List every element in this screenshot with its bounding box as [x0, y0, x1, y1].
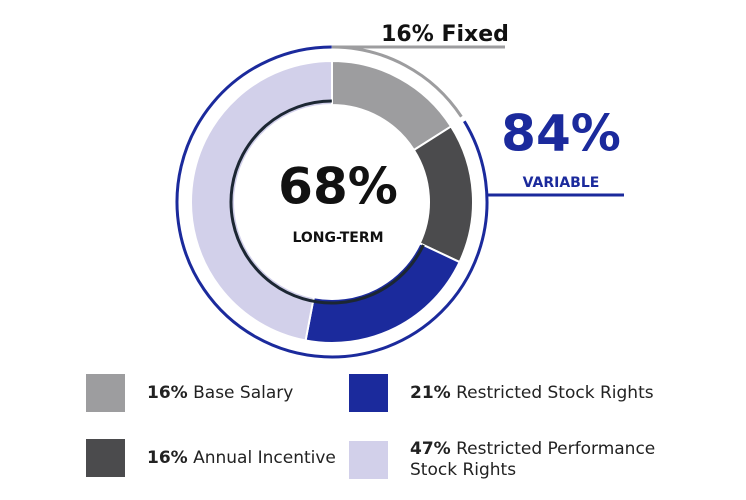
legend-text: 16% Annual Incentive	[147, 448, 417, 469]
legend-value: 16%	[147, 447, 188, 468]
long-term-caption: LONG-TERM	[292, 230, 383, 246]
legend-value: 16%	[147, 382, 188, 403]
legend-swatch	[86, 439, 125, 477]
legend-label: Restricted Stock Rights	[456, 382, 654, 403]
donut-segment	[412, 125, 474, 264]
legend-item: 47% Restricted Performance Stock Rights	[349, 439, 680, 481]
legend-value: 47%	[410, 439, 451, 459]
legend-label: Restricted Performance Stock Rights	[410, 439, 656, 480]
legend-swatch	[349, 374, 388, 412]
variable-caption: VARIABLE	[523, 175, 600, 191]
legend-text: 16% Base Salary	[147, 383, 417, 404]
legend-item: 16% Annual Incentive	[86, 439, 417, 477]
variable-arc	[175, 45, 489, 359]
long-term-label: 68%	[278, 158, 398, 216]
legend-text: 47% Restricted Performance Stock Rights	[410, 439, 680, 481]
legend-value: 21%	[410, 382, 451, 403]
legend-text: 21% Restricted Stock Rights	[410, 383, 680, 404]
donut-segment	[304, 241, 461, 344]
donut-segment	[190, 59, 333, 342]
long-term-arc	[229, 99, 425, 305]
variable-label: 84%	[501, 105, 621, 163]
legend-label: Base Salary	[193, 382, 294, 403]
legend-swatch	[349, 441, 388, 479]
legend-label: Annual Incentive	[193, 447, 336, 468]
legend-swatch	[86, 374, 125, 412]
legend-item: 16% Base Salary	[86, 374, 417, 412]
legend-item: 21% Restricted Stock Rights	[349, 374, 680, 412]
fixed-label: 16% Fixed	[381, 22, 509, 47]
